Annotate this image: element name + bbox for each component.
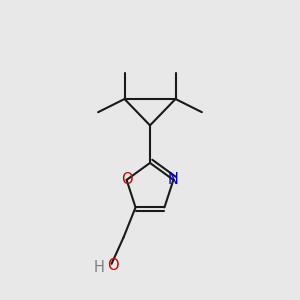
Text: O: O xyxy=(107,258,119,273)
Text: N: N xyxy=(168,172,179,188)
Text: H: H xyxy=(94,260,105,275)
Text: O: O xyxy=(121,172,132,188)
